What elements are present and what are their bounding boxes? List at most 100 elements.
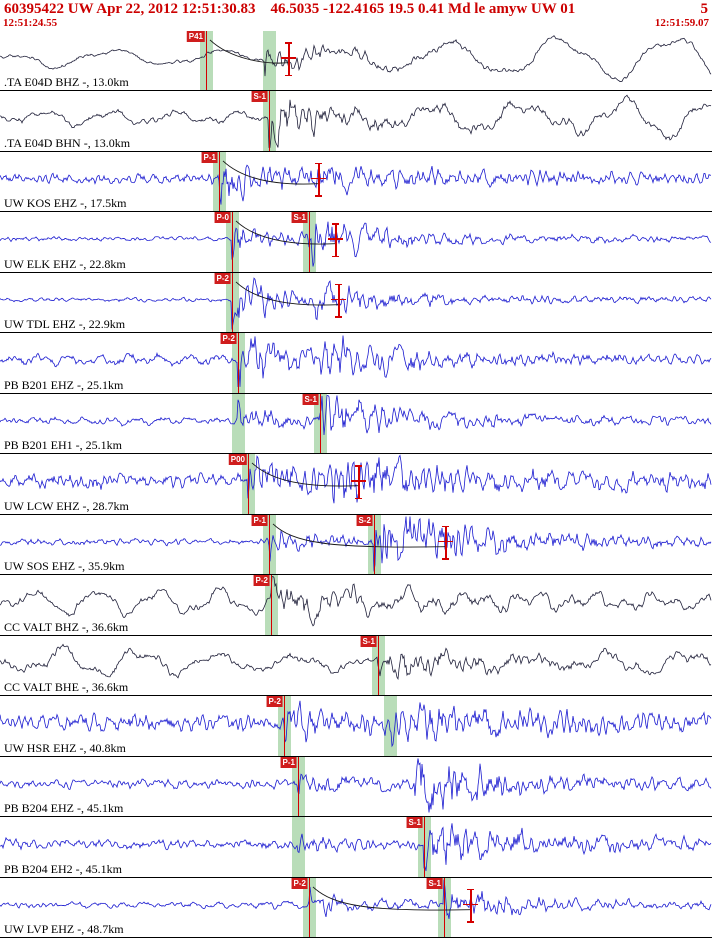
duration-marker[interactable] xyxy=(328,223,343,258)
duration-marker[interactable] xyxy=(331,283,346,318)
pick-line[interactable] xyxy=(238,333,239,393)
window-start-time: 12:51:24.55 xyxy=(3,17,58,29)
pick-label[interactable]: S-1 xyxy=(406,817,423,829)
station-label: UW HSR EHZ -, 40.8km xyxy=(4,740,126,755)
station-label: .TA E04D BHN -, 13.0km xyxy=(4,135,131,150)
pick-line[interactable] xyxy=(232,212,233,272)
waveform[interactable] xyxy=(0,878,712,937)
title-row: 60395422 UW Apr 22, 2012 12:51:30.83 46.… xyxy=(0,0,712,17)
trace-line xyxy=(0,335,712,388)
waveform[interactable] xyxy=(0,394,712,453)
pick-label[interactable]: S-1 xyxy=(302,393,319,405)
waveform[interactable] xyxy=(0,575,712,634)
waveform[interactable] xyxy=(0,515,712,574)
waveform[interactable] xyxy=(0,817,712,876)
pick-line[interactable] xyxy=(378,635,379,696)
waveform[interactable] xyxy=(0,636,712,695)
pick-line[interactable] xyxy=(444,877,445,938)
trace-line xyxy=(0,576,712,627)
trace-line xyxy=(0,516,712,572)
station-label: UW SOS EHZ -, 35.9km xyxy=(4,559,125,574)
duration-marker-part xyxy=(338,283,340,318)
trace-line xyxy=(0,95,712,149)
pick-line[interactable] xyxy=(320,393,321,454)
pick-line[interactable] xyxy=(298,756,299,817)
pick-label[interactable]: S-1 xyxy=(251,91,268,103)
coda-decay-curve xyxy=(312,886,471,911)
pick-label[interactable]: P00 xyxy=(228,454,247,466)
station-label: UW ELK EHZ -, 22.8km xyxy=(4,256,126,271)
duration-marker-part xyxy=(331,298,346,301)
duration-marker-part xyxy=(358,465,360,500)
pick-line[interactable] xyxy=(269,514,270,575)
duration-marker-part xyxy=(281,57,296,59)
station-label: UW LCW EHZ -, 28.7km xyxy=(4,498,129,513)
trace-line xyxy=(0,394,712,435)
waveform[interactable] xyxy=(0,696,712,755)
pick-line[interactable] xyxy=(219,151,220,212)
pick-label[interactable]: S-2 xyxy=(356,514,373,526)
waveform[interactable] xyxy=(0,333,712,392)
station-label: .TA E04D BHZ -, 13.0km xyxy=(4,75,129,90)
duration-marker-part xyxy=(311,177,326,180)
trace-panel: P-2 UW HSR EHZ -, 40.8km xyxy=(0,696,712,757)
pick-label[interactable]: S-1 xyxy=(360,635,377,647)
pick-label[interactable]: P-1 xyxy=(280,756,297,768)
pick-line[interactable] xyxy=(309,877,310,938)
trace-line xyxy=(0,879,712,919)
trace-line xyxy=(0,700,712,748)
duration-marker[interactable] xyxy=(438,525,453,560)
trace-panel: P-1 PB B204 EHZ -, 45.1km xyxy=(0,756,712,818)
pick-line[interactable] xyxy=(271,575,272,635)
waveform[interactable] xyxy=(0,91,712,150)
pick-label[interactable]: S-1 xyxy=(291,212,308,224)
trace-panel: P41 .TA E04D BHZ -, 13.0km xyxy=(0,31,712,92)
duration-marker[interactable] xyxy=(351,465,366,500)
duration-marker-part xyxy=(328,238,343,240)
pick-label[interactable]: P-2 xyxy=(291,877,308,889)
duration-marker-part xyxy=(285,42,292,44)
duration-marker-part xyxy=(315,162,322,165)
trace-line xyxy=(0,277,712,330)
trace-line xyxy=(0,164,712,205)
pick-line[interactable] xyxy=(374,514,375,575)
pick-label[interactable]: P-2 xyxy=(220,333,237,345)
pick-label[interactable]: P-0 xyxy=(214,212,231,224)
pick-label[interactable]: P-1 xyxy=(201,151,218,163)
duration-marker-part xyxy=(335,316,342,318)
trace-line xyxy=(0,643,712,680)
pick-line[interactable] xyxy=(269,91,270,151)
duration-marker-part xyxy=(463,903,478,906)
pick-line[interactable] xyxy=(309,212,310,272)
trace-line xyxy=(0,758,712,813)
waveform[interactable] xyxy=(0,757,712,816)
waveform[interactable] xyxy=(0,454,712,513)
pick-line[interactable] xyxy=(206,31,207,91)
waveform[interactable] xyxy=(0,152,712,211)
station-label: CC VALT BHE -, 36.6km xyxy=(4,680,129,695)
pick-line[interactable] xyxy=(248,454,249,514)
coda-decay-curve xyxy=(272,523,446,548)
station-label: PB B204 EH2 -, 45.1km xyxy=(4,861,123,876)
pick-line[interactable] xyxy=(284,696,285,756)
trace-panel: P-2 PB B201 EHZ -, 25.1km xyxy=(0,333,712,394)
pick-label[interactable]: P-1 xyxy=(251,514,268,526)
pick-label[interactable]: P-2 xyxy=(253,575,270,587)
duration-marker[interactable] xyxy=(463,888,478,923)
pick-label[interactable]: P-2 xyxy=(266,696,283,708)
pick-line[interactable] xyxy=(424,817,425,877)
duration-marker[interactable] xyxy=(281,42,296,76)
pick-label[interactable]: P41 xyxy=(186,31,205,42)
waveform[interactable] xyxy=(0,212,712,271)
duration-marker-part xyxy=(332,223,339,225)
pick-line[interactable] xyxy=(232,272,233,333)
waveform[interactable] xyxy=(0,273,712,332)
duration-marker-part xyxy=(467,921,474,923)
duration-marker[interactable] xyxy=(311,162,326,197)
pick-label[interactable]: P-2 xyxy=(214,272,231,284)
coda-decay-curve xyxy=(235,221,336,245)
waveform[interactable] xyxy=(0,31,712,90)
pick-label[interactable]: S-1 xyxy=(426,877,443,889)
trace-line xyxy=(0,222,712,268)
duration-marker-part xyxy=(335,283,342,286)
